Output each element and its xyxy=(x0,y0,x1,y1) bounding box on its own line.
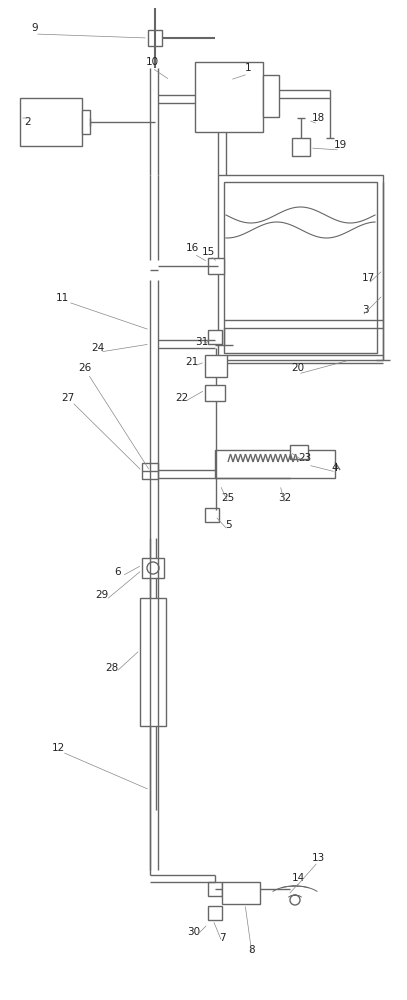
Text: 21: 21 xyxy=(185,357,199,367)
Bar xyxy=(222,882,260,904)
Text: 14: 14 xyxy=(291,873,304,883)
Text: 20: 20 xyxy=(291,363,304,373)
Text: 1: 1 xyxy=(245,63,251,73)
Text: 18: 18 xyxy=(311,113,325,123)
Text: 28: 28 xyxy=(105,663,118,673)
Text: 4: 4 xyxy=(332,463,338,473)
Bar xyxy=(292,138,310,156)
Text: 30: 30 xyxy=(188,927,201,937)
Bar xyxy=(215,450,335,478)
Text: 3: 3 xyxy=(362,305,368,315)
Bar xyxy=(195,62,263,132)
Bar xyxy=(148,30,162,46)
Bar xyxy=(142,558,164,578)
Text: 19: 19 xyxy=(333,140,347,150)
Text: 2: 2 xyxy=(25,117,31,127)
Text: 15: 15 xyxy=(201,247,214,257)
Text: 5: 5 xyxy=(225,520,231,530)
Bar xyxy=(205,355,227,377)
Bar xyxy=(224,182,377,353)
Text: 8: 8 xyxy=(249,945,255,955)
Bar xyxy=(218,175,383,360)
Text: 13: 13 xyxy=(311,853,325,863)
Text: 26: 26 xyxy=(79,363,92,373)
Bar xyxy=(208,330,222,344)
Bar xyxy=(208,258,224,274)
Bar xyxy=(20,98,82,146)
Text: 17: 17 xyxy=(361,273,374,283)
Bar xyxy=(263,75,279,117)
Text: 16: 16 xyxy=(185,243,199,253)
Bar xyxy=(142,463,158,479)
Bar xyxy=(205,508,219,522)
Text: 31: 31 xyxy=(195,337,209,347)
Bar xyxy=(205,385,225,401)
Text: 10: 10 xyxy=(145,57,159,67)
Text: 32: 32 xyxy=(278,493,292,503)
Text: 27: 27 xyxy=(61,393,74,403)
Bar xyxy=(290,445,308,459)
Bar xyxy=(82,110,90,134)
Text: 24: 24 xyxy=(92,343,105,353)
Text: 6: 6 xyxy=(115,567,121,577)
Bar xyxy=(140,598,166,726)
Bar xyxy=(208,906,222,920)
Text: 25: 25 xyxy=(221,493,234,503)
Text: 9: 9 xyxy=(32,23,38,33)
Text: 11: 11 xyxy=(55,293,69,303)
Bar xyxy=(208,882,222,896)
Text: 12: 12 xyxy=(51,743,65,753)
Text: 29: 29 xyxy=(95,590,109,600)
Text: 22: 22 xyxy=(175,393,188,403)
Text: 7: 7 xyxy=(219,933,225,943)
Text: 23: 23 xyxy=(298,453,312,463)
